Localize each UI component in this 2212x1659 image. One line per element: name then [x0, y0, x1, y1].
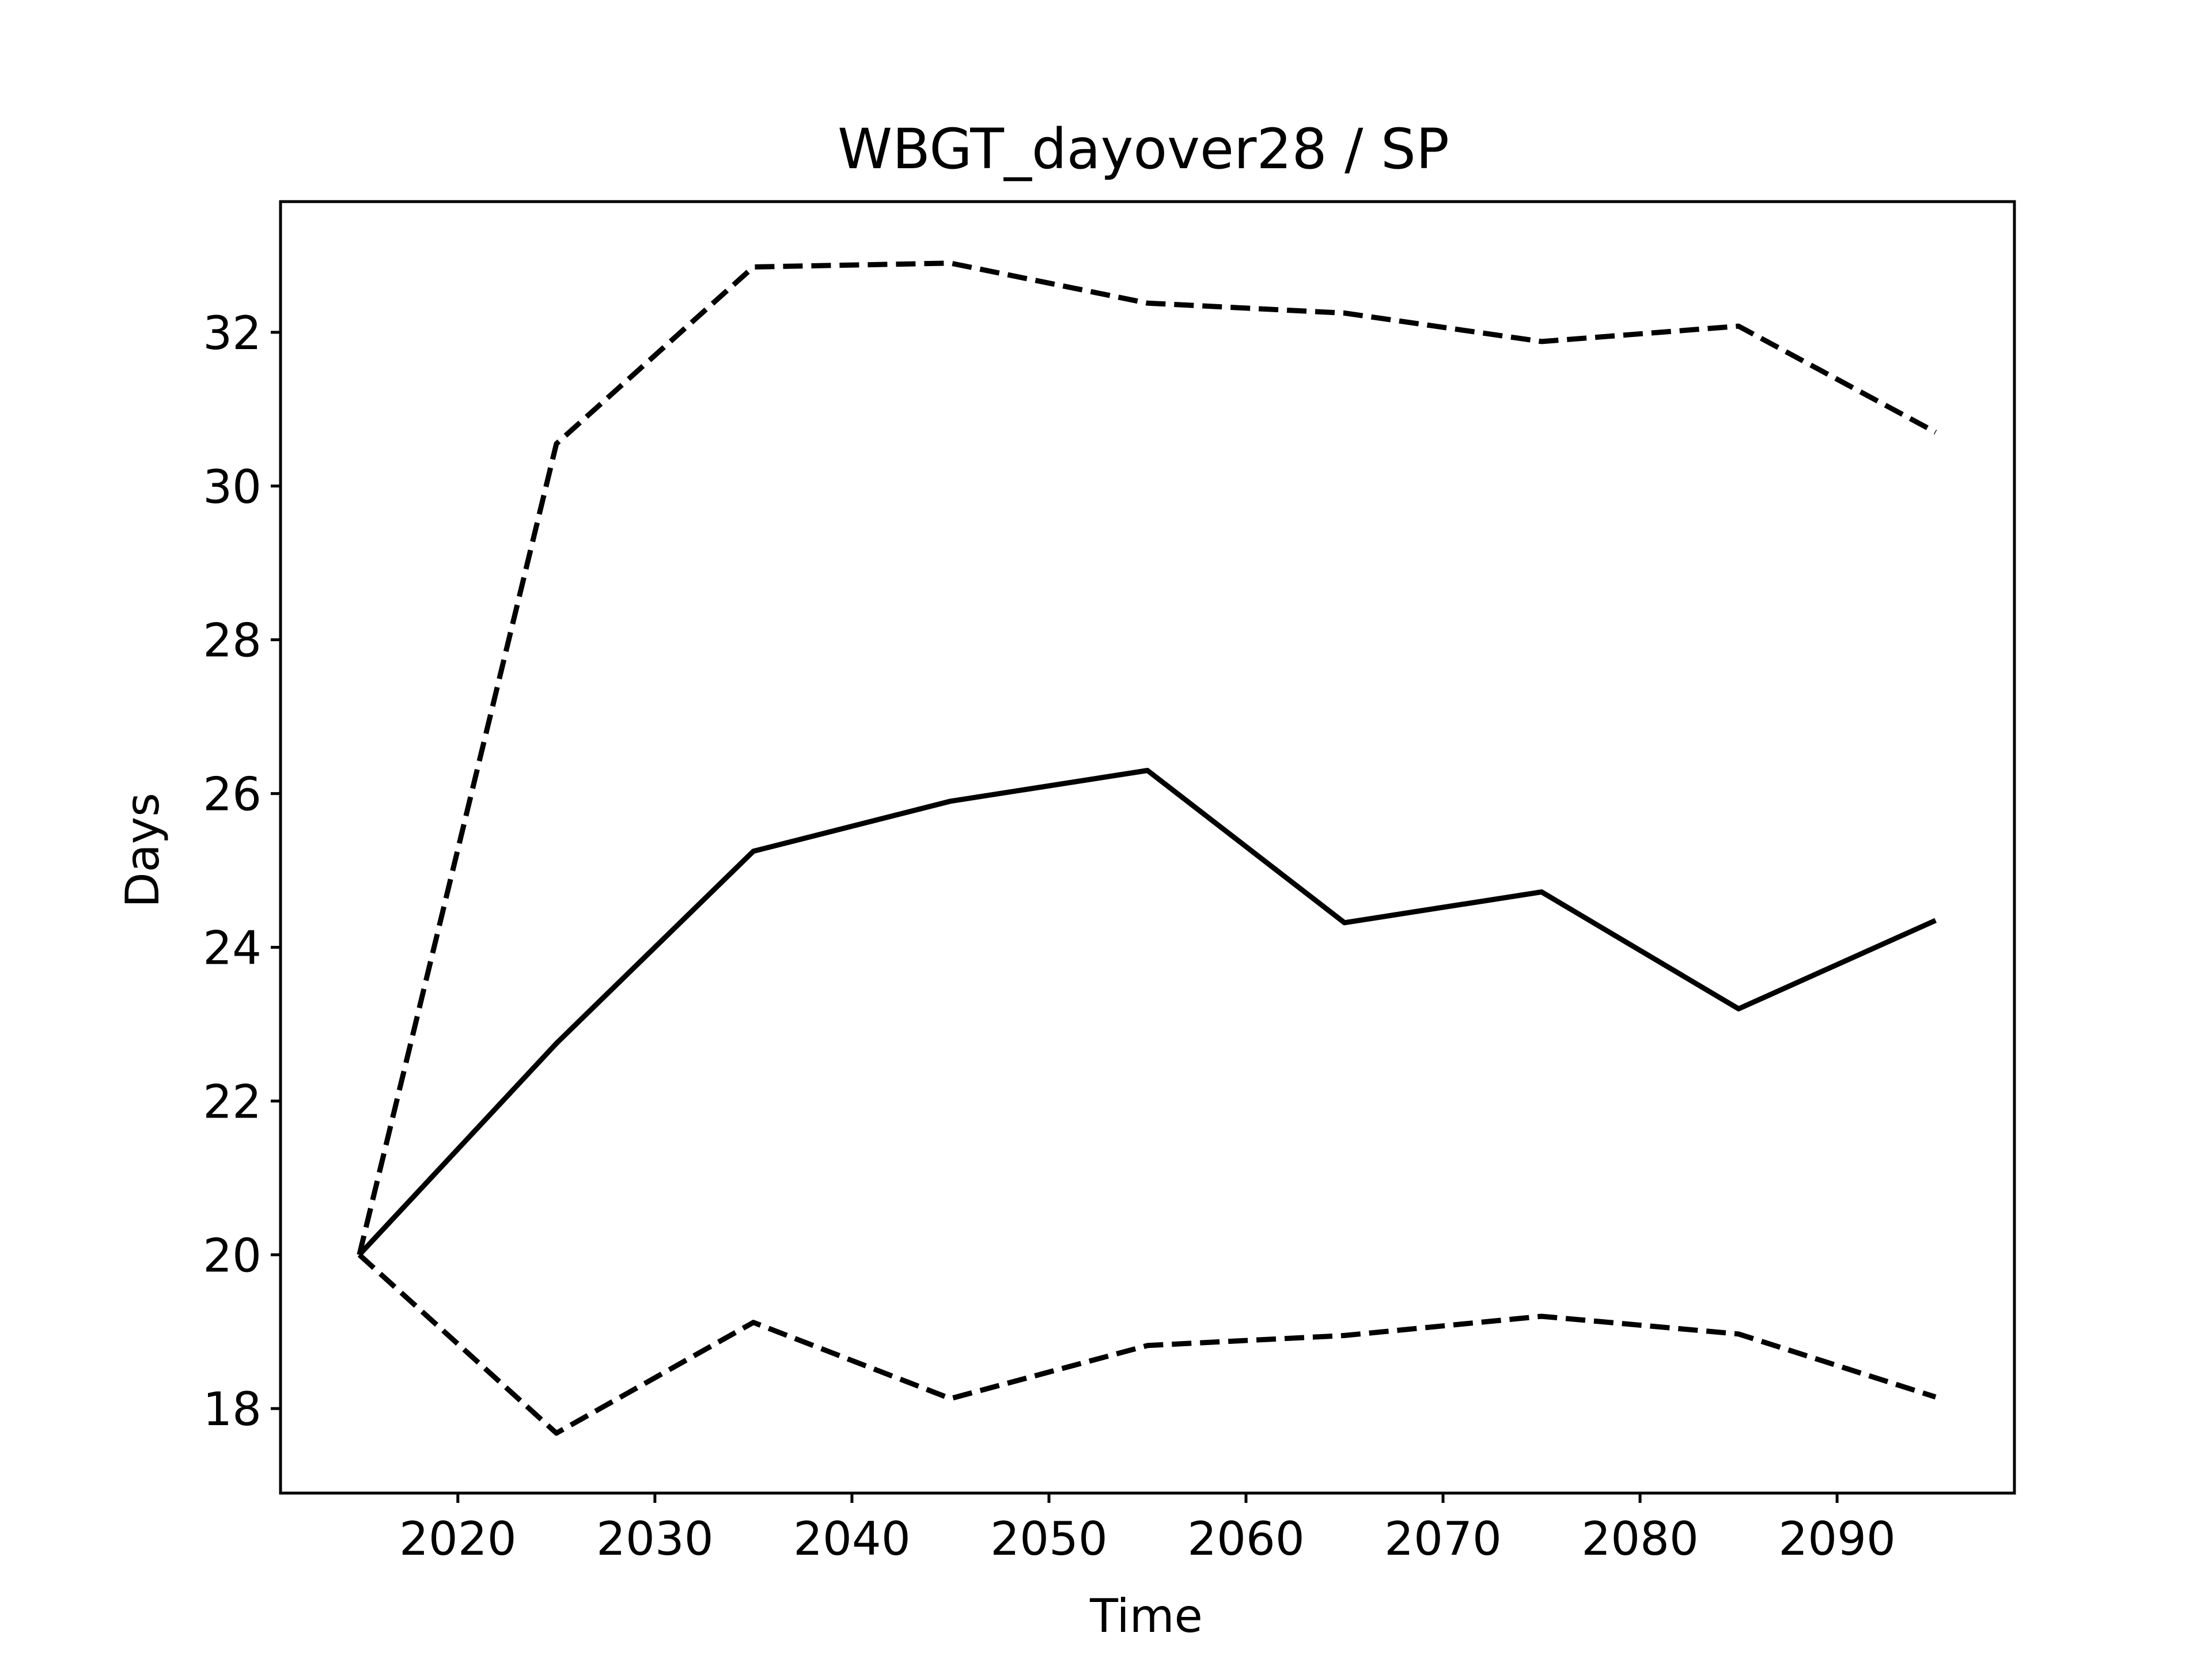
- y-tick-label: 28: [203, 614, 262, 668]
- x-axis: 2020 2030 2040 2050 2060 2070 2080 2090: [399, 1493, 1896, 1566]
- y-tick-label: 18: [203, 1382, 262, 1436]
- x-tick-label: 2050: [990, 1512, 1108, 1566]
- series-line-2: [357, 260, 1937, 1256]
- x-axis-label: Time: [1089, 1589, 1203, 1643]
- x-tick-label: 2090: [1778, 1512, 1896, 1566]
- y-tick-label: 20: [203, 1229, 262, 1282]
- y-axis-label: Days: [116, 793, 169, 908]
- x-tick-label: 2030: [596, 1512, 714, 1566]
- x-tick-label: 2040: [793, 1512, 911, 1566]
- x-tick-label: 2020: [399, 1512, 517, 1566]
- series-layer: [357, 260, 1937, 1436]
- series-line-1: [357, 768, 1937, 1257]
- x-tick-label: 2070: [1384, 1512, 1502, 1566]
- plot-area-frame: [279, 200, 2016, 1495]
- y-tick-label: 22: [203, 1075, 262, 1128]
- y-tick-label: 32: [203, 306, 262, 360]
- y-axis: 18 20 22 24 26 28 30 32: [203, 306, 281, 1436]
- x-tick-label: 2060: [1187, 1512, 1305, 1566]
- y-tick-label: 26: [203, 768, 262, 821]
- y-tick-label: 24: [203, 921, 262, 975]
- chart-title: WBGT_dayover28 / SP: [838, 117, 1449, 181]
- y-tick-label: 30: [203, 460, 262, 514]
- series-line-3: [357, 1252, 1937, 1436]
- x-tick-label: 2080: [1581, 1512, 1699, 1566]
